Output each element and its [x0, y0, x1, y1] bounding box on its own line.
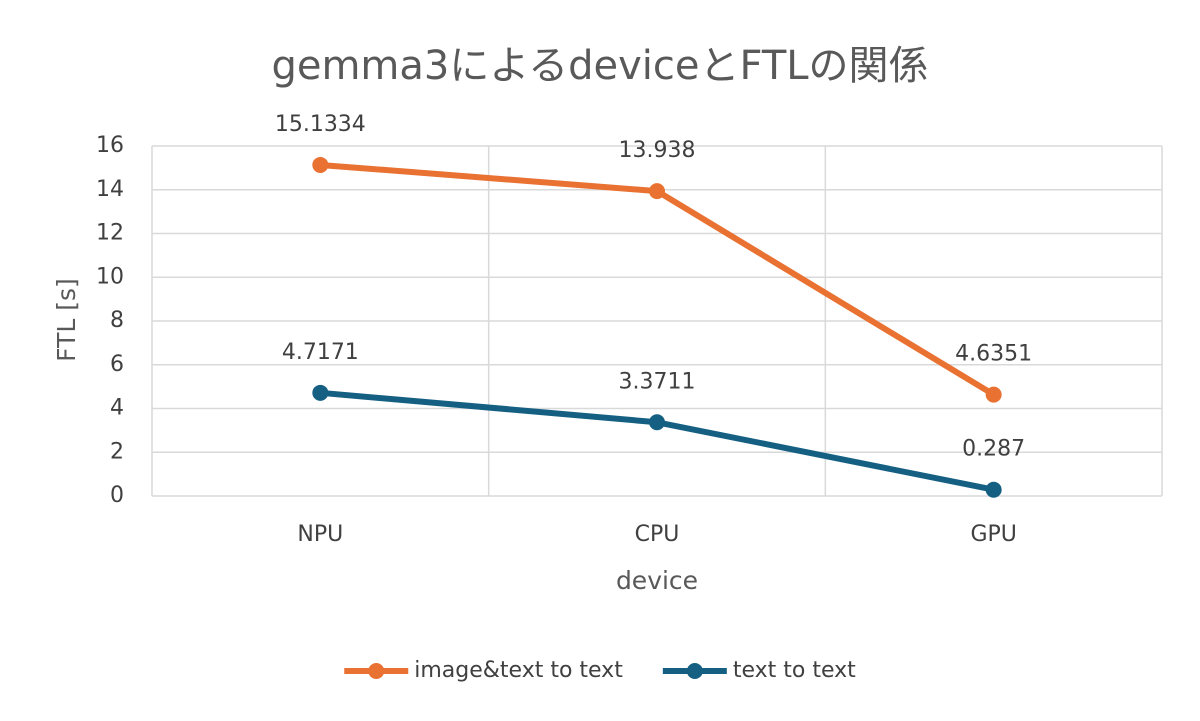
marker [985, 481, 1002, 498]
x-axis-title: device [616, 566, 698, 595]
marker [312, 156, 329, 173]
marker [649, 183, 665, 200]
y-axis-title: FTL [s] [52, 278, 81, 362]
data-label: 4.7171 [282, 340, 359, 365]
legend-marker [686, 663, 703, 679]
x-tick-label: GPU [970, 522, 1016, 547]
y-tick-label: 12 [96, 221, 124, 246]
y-tick-label: 14 [96, 177, 124, 202]
data-label: 13.938 [619, 138, 696, 163]
legend-label: text to text [733, 658, 856, 683]
chart-title: gemma3によるdeviceとFTLの関係 [271, 43, 928, 89]
marker [649, 414, 665, 431]
y-tick-label: 0 [110, 483, 124, 508]
data-label: 3.3711 [619, 369, 696, 394]
legend-marker [368, 663, 385, 679]
y-tick-label: 8 [110, 308, 124, 333]
y-tick-label: 16 [96, 133, 124, 158]
data-label: 0.287 [962, 437, 1025, 462]
x-tick-label: CPU [635, 522, 680, 547]
marker [985, 386, 1002, 403]
data-label: 15.1334 [275, 112, 366, 137]
y-tick-label: 6 [110, 352, 124, 377]
marker [312, 384, 329, 401]
legend-label: image&text to text [414, 658, 623, 683]
y-tick-label: 4 [110, 396, 124, 421]
y-tick-label: 10 [96, 264, 124, 289]
x-tick-label: NPU [297, 522, 343, 547]
data-label: 4.6351 [955, 342, 1032, 367]
y-tick-label: 2 [110, 439, 124, 464]
